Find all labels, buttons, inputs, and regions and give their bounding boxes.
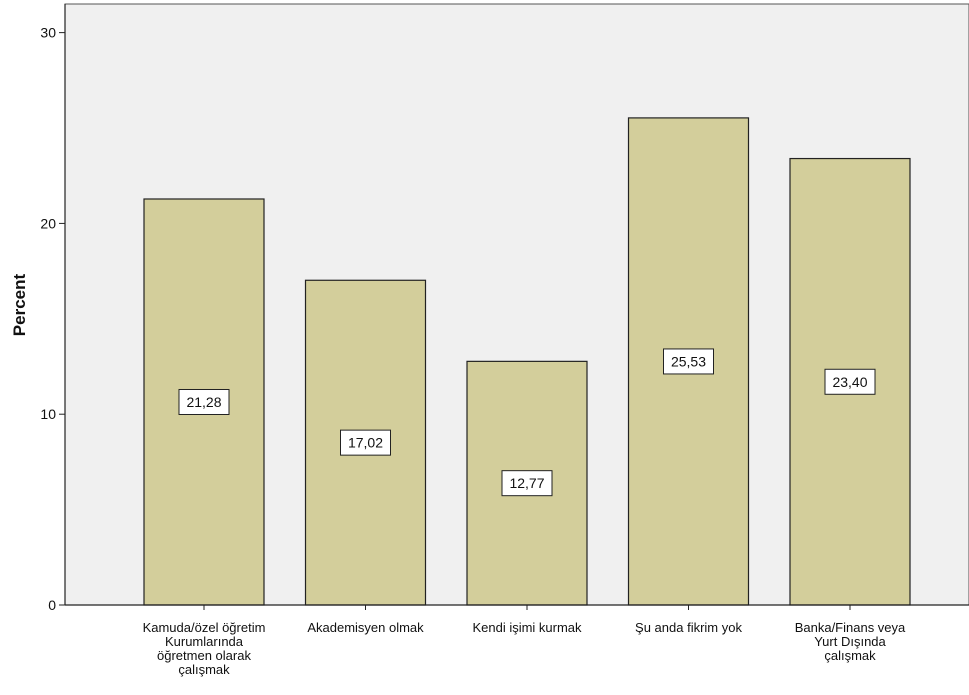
x-tick-label: Şu anda fikrim yok xyxy=(635,620,742,635)
y-axis: 0 10 20 30 xyxy=(40,4,66,613)
data-labels-group: 21,28 17,02 12,77 25,53 23,40 xyxy=(178,348,876,497)
y-tick-label: 0 xyxy=(48,597,56,613)
data-label-box xyxy=(178,388,230,415)
y-tick-label: 20 xyxy=(40,215,56,231)
y-tick-label: 30 xyxy=(40,25,56,41)
data-label: 17,02 xyxy=(348,435,383,451)
x-tick-label: Kendi işimi kurmak xyxy=(472,620,582,635)
data-label: 12,77 xyxy=(509,475,544,491)
data-label-box xyxy=(824,368,876,395)
x-axis: Kamuda/özel öğretim Kurumlarında öğretmen … xyxy=(65,604,969,677)
data-label-box xyxy=(663,348,714,375)
data-label: 21,28 xyxy=(186,394,221,410)
data-label: 23,40 xyxy=(832,374,867,390)
y-tick-label: 10 xyxy=(40,406,56,422)
x-tick-label: Kamuda/özel öğretim Kurumlarında öğretmen … xyxy=(143,620,266,677)
data-label-box xyxy=(501,470,553,497)
x-tick-label: Banka/Finans veya Yurt Dışında çalışmak xyxy=(795,620,906,663)
x-tick-label: Akademisyen olmak xyxy=(307,620,424,635)
data-label-box xyxy=(340,429,391,456)
y-axis-label: Percent xyxy=(10,273,29,336)
data-label: 25,53 xyxy=(671,353,706,369)
